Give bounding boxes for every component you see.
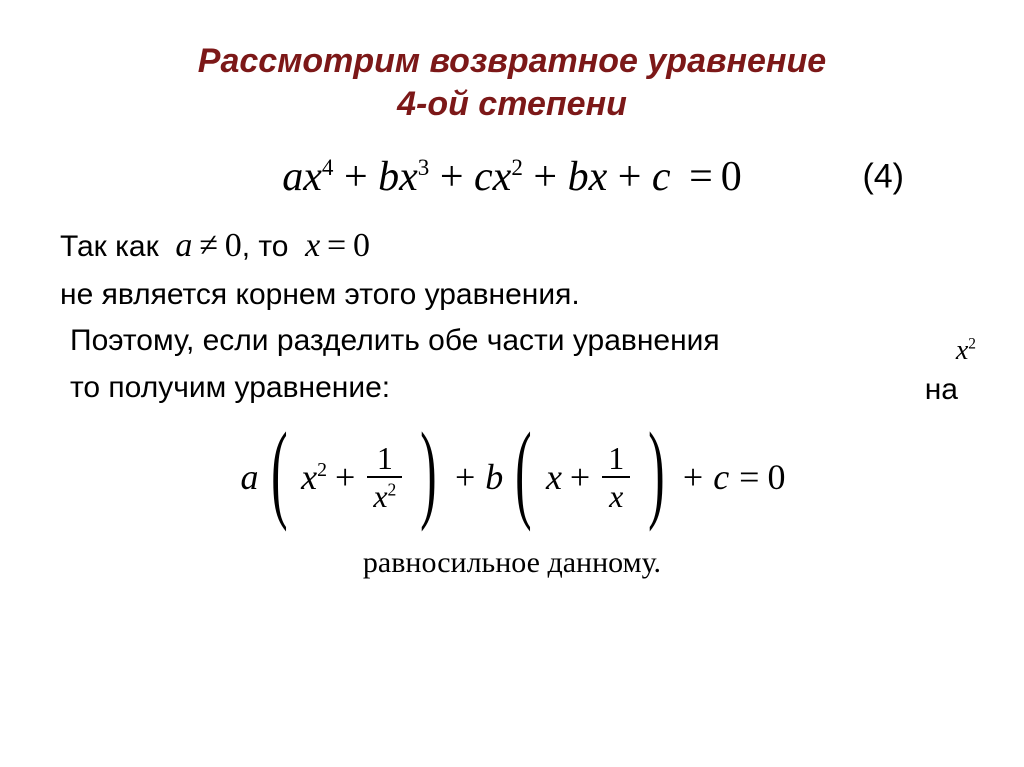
coef-b-1: b [378,154,399,200]
var-x-1: x [303,154,322,200]
coef-c-2: c [652,154,671,200]
x-float: x [956,335,968,366]
rparen-2: ) [648,427,664,515]
slide: Рассмотрим возвратное уравнение 4-ой сте… [0,0,1024,767]
zero-2: 0 [353,227,370,264]
var-x-3: x [493,154,512,200]
ne-sign: ≠ [199,227,218,264]
var-x-2: x [399,154,418,200]
line-then: то получим уравнение: [70,368,974,409]
exp-2: 2 [511,154,523,180]
x-eq: x [305,227,320,264]
exp-4: 4 [322,154,334,180]
title-line-2: 4-ой степени [397,85,627,123]
paren-inner-1: x2 + 1 x2 [297,440,410,514]
equation-label: (4) [862,158,904,197]
line-since: Так как a ≠ 0, то x = 0 [60,223,974,269]
frac1-den: x2 [367,478,402,514]
plus-4: + [618,154,642,200]
plus-1: + [344,154,368,200]
zero-1: 0 [225,227,242,264]
eq2-x1: x [301,457,317,497]
line-not-root: не является корнем этого уравнения. [60,275,974,316]
eq2-eq: = [731,456,767,498]
eq2-b: b [483,456,505,498]
coef-a: a [282,154,303,200]
coef-c-1: c [474,154,493,200]
paren-group-1: ( x2 + 1 x2 ) [261,433,447,521]
exp-3: 3 [418,154,430,180]
eq2-x2: x [546,456,562,498]
rparen-1: ) [420,427,436,515]
var-x-4: x [589,154,608,200]
equation-2-row: a ( x2 + 1 x2 ) + b ( x [0,433,1024,521]
eq2-plus-4: + [675,456,711,498]
plus-3: + [533,154,557,200]
eq-sign: = [681,154,721,200]
eq2-zero: 0 [767,456,785,498]
main-equation: ax4 + bx3 + cx2 + bx + c =0 [282,153,742,201]
coef-b-2: b [568,154,589,200]
eq2-c: c [711,456,731,498]
a-ne: a [175,227,192,264]
zero: 0 [721,154,742,200]
paren-group-2: ( x + 1 x ) [505,433,675,521]
eq2-plus-2: + [447,456,483,498]
eq2-a: a [239,456,261,498]
comma-to: , то [242,230,289,263]
frac2-den: x [603,478,629,514]
paren-inner-2: x + 1 x [542,440,638,514]
equation-2: a ( x2 + 1 x2 ) + b ( x [239,433,786,521]
overlap-na: на [925,373,958,407]
frac1-num: 1 [371,440,399,476]
eq2-plus-3: + [562,456,598,498]
x-squared-float: x2 [956,335,976,367]
since-prefix: Так как [60,230,159,263]
therefore-part1: Поэтому, если разделить обе части уравне… [70,324,720,357]
slide-title: Рассмотрим возвратное уравнение 4-ой сте… [60,40,964,125]
frac-2: 1 x [602,440,630,514]
line-therefore: Поэтому, если разделить обе части уравне… [70,321,974,362]
eq2-plus-1: + [327,456,363,498]
lparen-1: ( [271,427,287,515]
x-float-exp: 2 [968,336,976,353]
title-line-1: Рассмотрим возвратное уравнение [198,42,826,80]
closing-text: равносильное данному. [0,546,1024,580]
eq2-x1-exp: 2 [317,459,327,481]
eq-sign-2: = [327,227,346,264]
lparen-2: ( [515,427,531,515]
main-equation-row: ax4 + bx3 + cx2 + bx + c =0 (4) [0,153,1024,201]
frac-1: 1 x2 [367,440,402,514]
frac2-num: 1 [602,440,630,476]
plus-2: + [440,154,464,200]
